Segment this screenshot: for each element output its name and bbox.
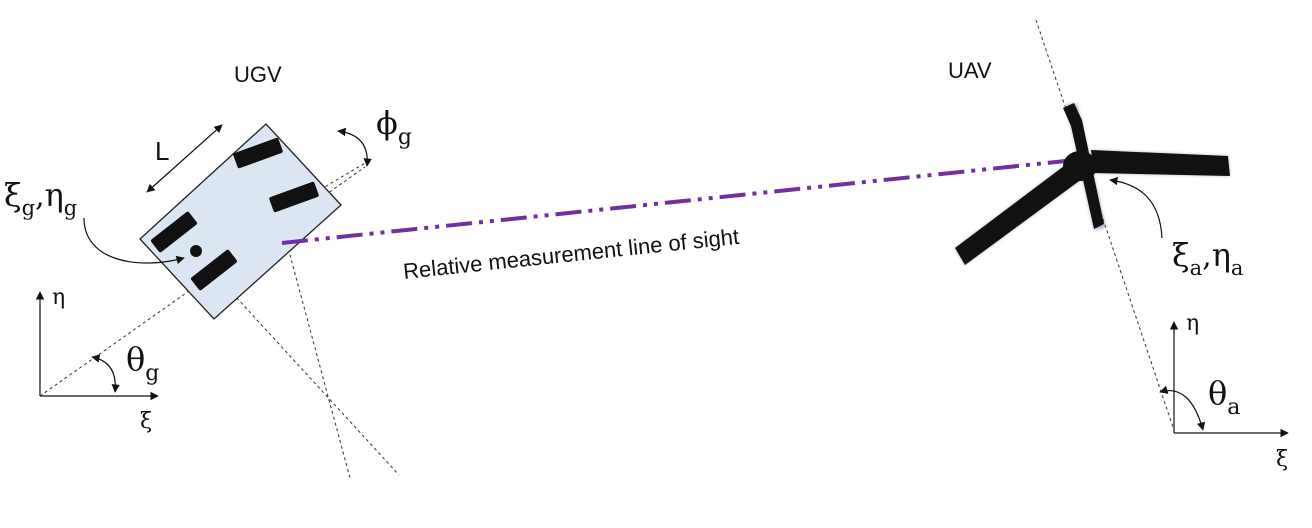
ugv-length-label: L bbox=[155, 136, 169, 166]
ugv-steer-line bbox=[278, 161, 368, 215]
ugv-steer-symbol: ϕ bbox=[376, 104, 398, 142]
uav-pos-eta: η bbox=[1212, 236, 1231, 274]
ugv-heading-subscript: g bbox=[145, 361, 159, 386]
uav-heading-symbol: θ bbox=[1208, 374, 1227, 412]
ugv-pos-eta: η bbox=[45, 176, 64, 214]
uav-xi-axis-label: ξ bbox=[1276, 447, 1288, 472]
uav-eta-axis-label: η bbox=[1186, 311, 1199, 336]
uav-left-wing bbox=[955, 160, 1090, 265]
ugv-center-point bbox=[190, 245, 202, 257]
ugv-wheel bbox=[233, 137, 283, 169]
ugv-length-arrow bbox=[146, 124, 223, 193]
uav-pos-xi: ξ bbox=[1172, 236, 1190, 274]
ugv-steer-arc bbox=[337, 127, 372, 167]
ugv-pos-comma: , bbox=[35, 179, 45, 214]
ugv-front-normal-line bbox=[278, 213, 351, 479]
ugv-group: UGV L ϕg ξg,ηg θg η ξ bbox=[4, 62, 412, 479]
uav-pos-eta-sub: a bbox=[1231, 256, 1244, 280]
ugv-title: UGV bbox=[234, 62, 282, 87]
ugv-steer-label: ϕg bbox=[376, 104, 412, 150]
ugv-xi-axis-label: ξ bbox=[140, 409, 152, 434]
uav-heading-label: θa bbox=[1208, 374, 1240, 420]
uav-group: UAV ξa,ηa θa η ξ bbox=[948, 19, 1289, 472]
uav-heading-arc bbox=[1159, 385, 1206, 431]
uav-right-wing bbox=[1091, 150, 1230, 176]
ugv-wheel bbox=[269, 181, 319, 213]
ugv-position-label: ξg,ηg bbox=[4, 176, 77, 220]
uav-hub bbox=[1063, 151, 1097, 181]
uav-aircraft bbox=[955, 103, 1230, 265]
uav-heading-subscript: a bbox=[1227, 395, 1240, 420]
ugv-heading-arc bbox=[91, 354, 120, 393]
ugv-pos-eta-sub: g bbox=[64, 196, 77, 220]
ugv-heading-symbol: θ bbox=[126, 340, 145, 378]
ugv-steer-subscript: g bbox=[398, 125, 412, 150]
line-of-sight-group: Relative measurement line of sight bbox=[281, 156, 1095, 284]
uav-pos-comma: , bbox=[1202, 239, 1212, 274]
uav-position-pointer bbox=[1109, 176, 1163, 239]
line-of-sight bbox=[281, 156, 1095, 245]
uav-position-label: ξa,ηa bbox=[1172, 236, 1243, 280]
ugv-wheel bbox=[190, 249, 238, 291]
uav-pos-xi-sub: a bbox=[1190, 256, 1203, 280]
ugv-position-pointer bbox=[83, 217, 185, 265]
line-of-sight-label: Relative measurement line of sight bbox=[402, 224, 740, 284]
ugv-wheel bbox=[150, 211, 198, 253]
uav-title: UAV bbox=[948, 58, 992, 83]
ugv-body bbox=[139, 123, 342, 320]
ugv-heading-label: θg bbox=[126, 340, 159, 386]
ugv-eta-axis-label: η bbox=[52, 285, 65, 310]
ugv-pos-xi: ξ bbox=[4, 176, 22, 214]
ugv-pos-xi-sub: g bbox=[22, 196, 35, 220]
